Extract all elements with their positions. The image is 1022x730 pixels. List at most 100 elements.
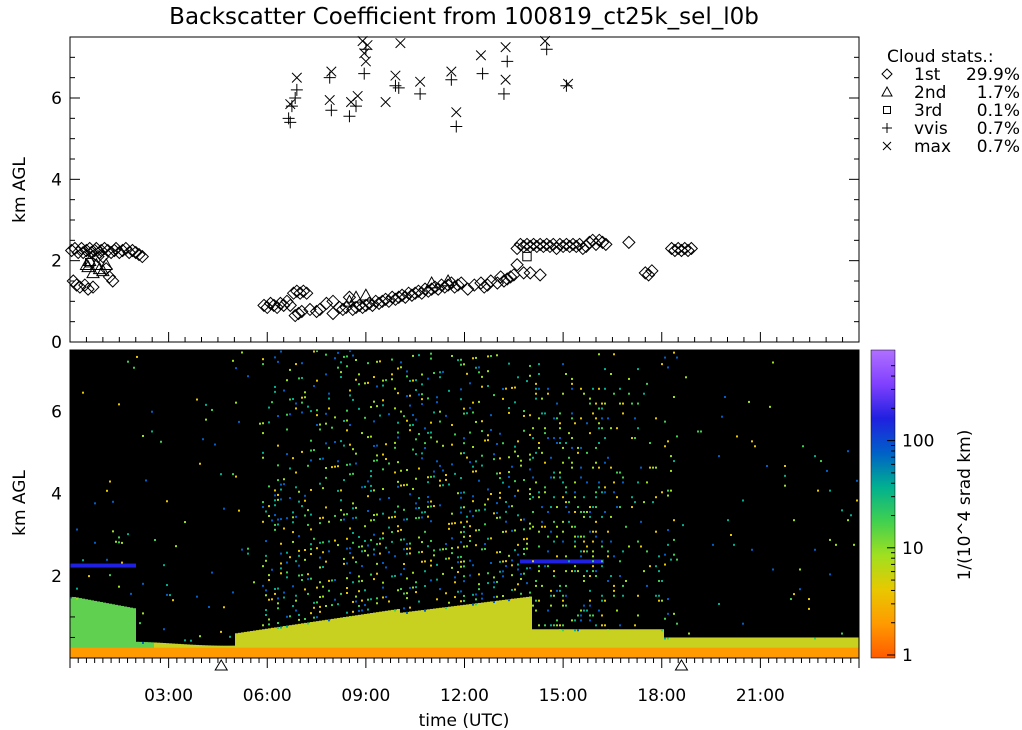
heat-cell [667,598,669,601]
legend-entry-name: 1st [914,65,941,85]
heat-cell [661,629,664,658]
heat-cell [274,499,276,502]
marker-diamond [290,284,304,298]
heat-cell [373,376,375,379]
heat-cell [469,604,472,658]
heat-cell [427,500,429,503]
heat-cell [613,491,615,494]
heat-cell [481,647,484,658]
heat-cell [406,552,408,555]
heat-cell [172,599,174,602]
heat-cell [292,647,295,658]
heat-cell [718,647,721,658]
heat-cell [553,575,555,578]
heat-cell [493,601,495,604]
heat-cell [748,400,750,403]
heat-cell [589,402,591,405]
heat-cell [238,647,241,658]
heat-cell [406,483,408,486]
heat-cell [415,610,418,658]
heat-cell [298,618,300,621]
heat-cell [403,548,405,551]
heat-cell [391,609,394,658]
heat-cell [679,647,682,658]
heat-cell [562,520,564,523]
heat-cell [574,647,577,658]
heat-cell [562,540,564,543]
heat-cell [574,510,576,513]
heat-cell [586,550,588,553]
heat-cell [427,495,429,498]
heat-cell [310,439,312,442]
heat-cell [448,389,450,392]
heat-cell [628,647,631,658]
heat-cell [523,518,525,521]
heat-cell [457,605,459,608]
heat-cell [94,502,96,505]
heat-cell [295,407,297,410]
cloud-base-y-label: km AGL [10,157,30,223]
marker-diamond [599,237,613,252]
heat-cell [640,520,642,523]
heat-cell [142,641,144,644]
heat-cell [112,563,115,568]
heat-cell [310,459,312,462]
heat-cell [277,607,279,610]
heat-cell [436,578,438,581]
heat-cell [466,604,469,658]
heat-cell [352,448,354,451]
heat-cell [367,362,369,365]
heat-cell [94,541,96,544]
heat-cell [367,554,369,557]
heat-cell [265,589,267,592]
heat-cell [817,489,819,492]
heat-cell [262,432,264,435]
heat-cell [649,647,652,658]
heat-cell [490,647,493,658]
heat-cell [673,538,675,541]
heat-cell [304,588,306,591]
heat-cell [319,647,322,658]
marker-diamond [129,245,143,260]
marker-diamond [283,298,297,313]
heat-cell [487,647,490,658]
heat-cell [550,530,552,533]
heat-cell [544,629,547,658]
heat-cell [592,565,594,568]
cloud-base-x-axis [69,332,860,342]
heat-cell [370,598,372,601]
heat-cell [277,523,279,526]
heat-cell [382,647,385,658]
heat-cell [451,547,453,550]
heat-cell [445,607,448,658]
cloud-base-plot-frame [69,36,860,343]
heat-cell [199,647,202,658]
heat-cell [565,559,568,564]
heat-cell [637,427,639,430]
heat-cell [73,563,76,568]
heat-cell [463,407,465,410]
heat-cell [547,510,549,513]
heat-cell [262,624,264,627]
heat-cell [118,563,121,568]
heat-cell [367,544,369,547]
heat-cell [463,580,465,583]
heat-cell [337,460,339,463]
heat-cell [691,647,694,658]
heat-cell [373,548,375,551]
heat-cell [592,647,595,658]
heat-cell [409,586,411,589]
marker-diamond [516,266,531,280]
heat-cell [352,507,354,510]
marker-diamond [86,280,100,294]
heat-cell [487,434,489,437]
heat-cell [115,604,118,658]
heat-cell [334,647,337,658]
heat-cell [445,542,447,545]
heat-cell [472,564,474,567]
heat-cell [463,530,465,533]
heat-cell [343,617,345,620]
heat-cell [265,609,267,612]
heat-cell [412,448,414,451]
heat-cell [460,590,462,593]
